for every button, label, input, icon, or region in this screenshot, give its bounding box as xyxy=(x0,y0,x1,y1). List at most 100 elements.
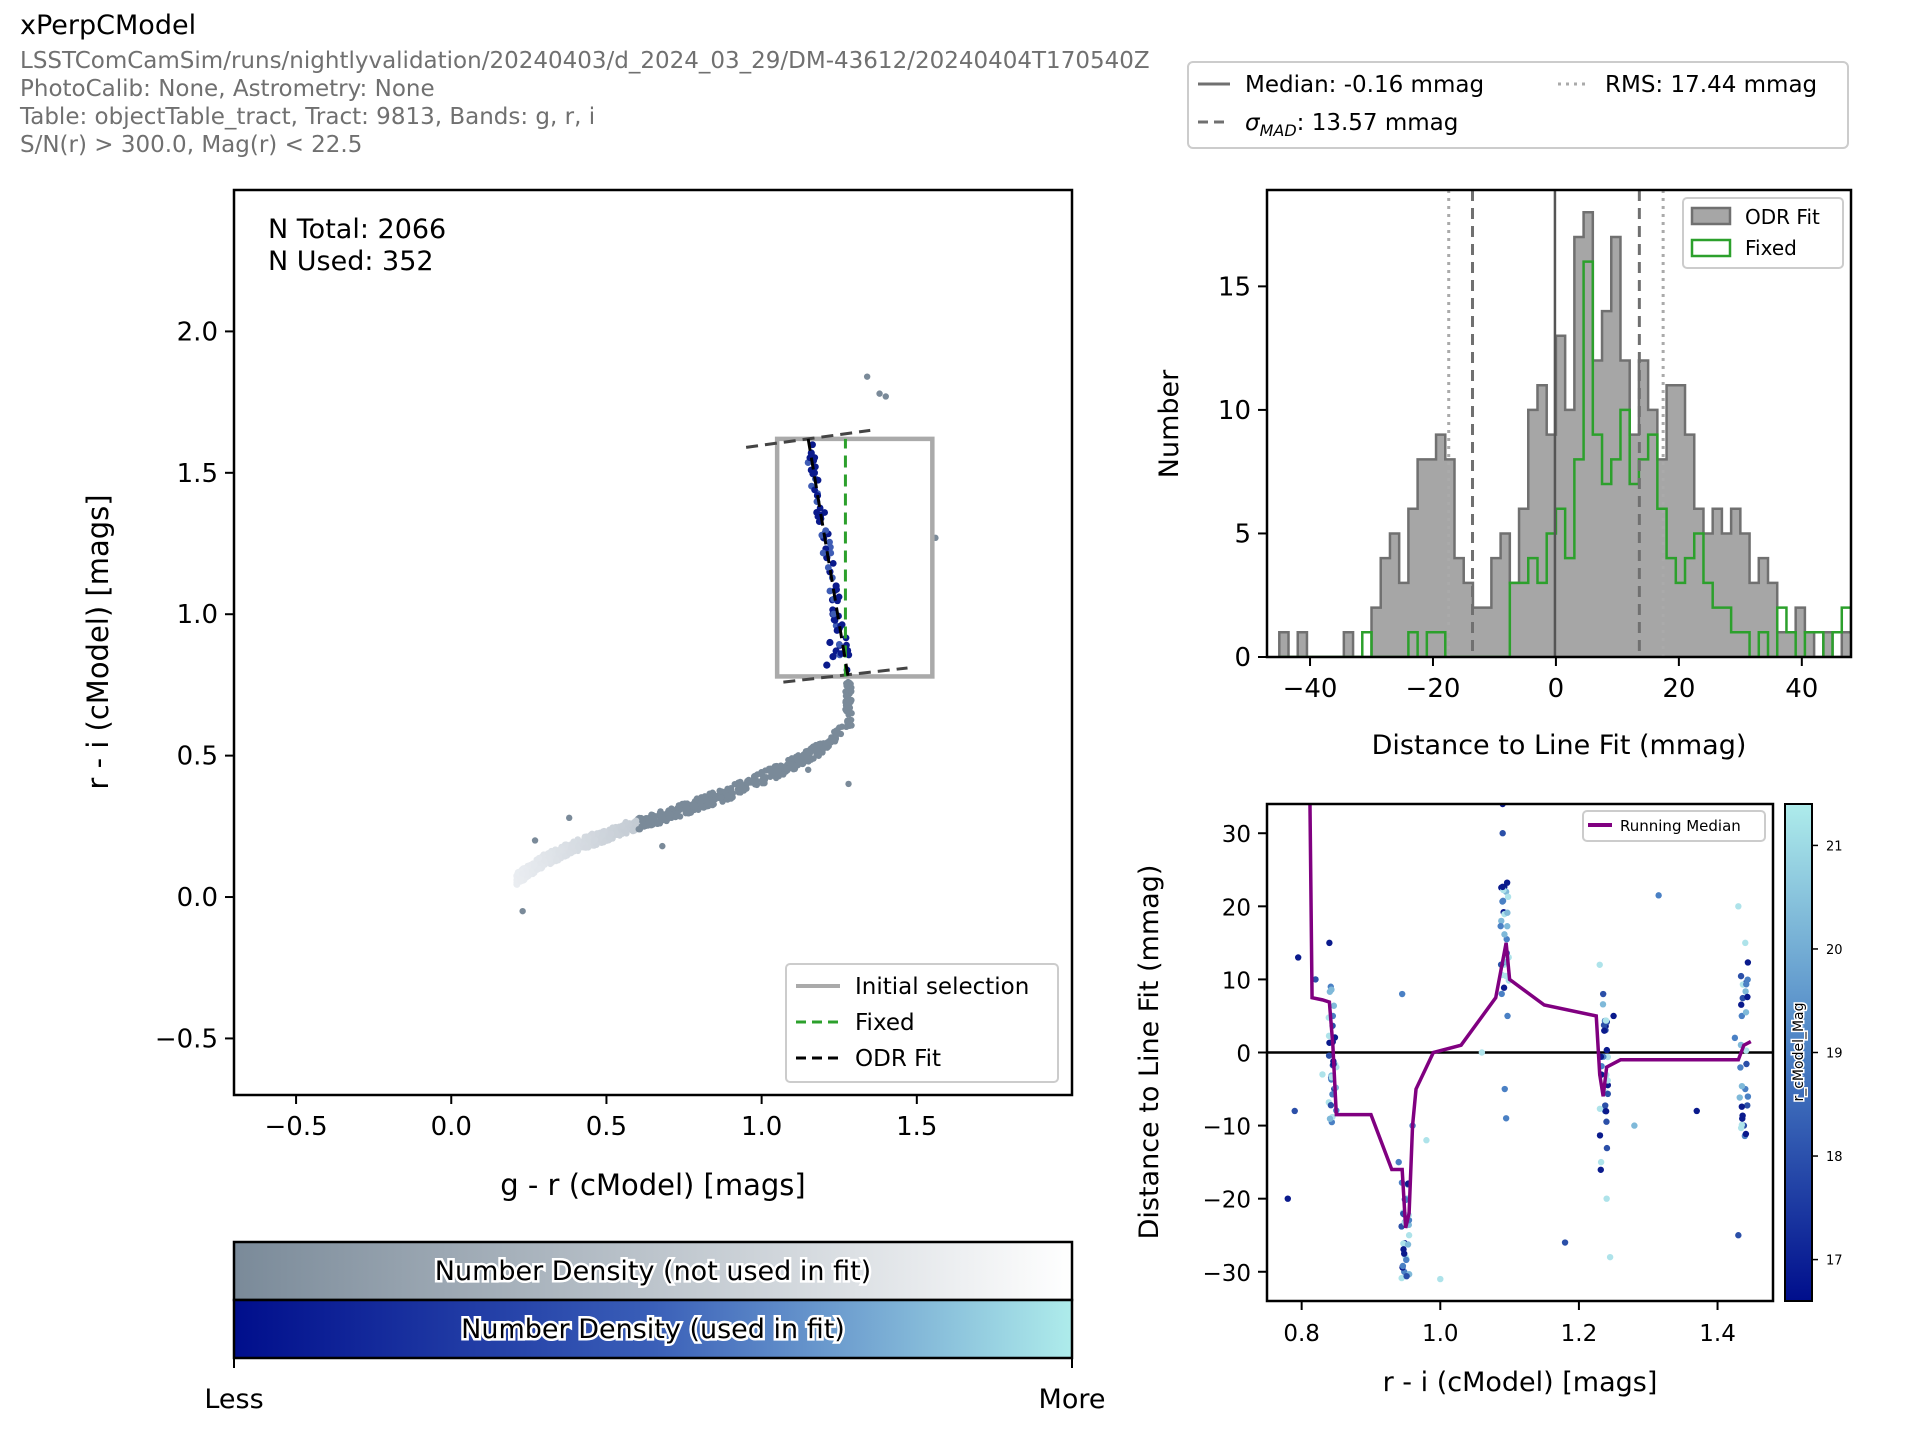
not-used-point xyxy=(639,815,646,823)
residual-point xyxy=(1423,1137,1430,1144)
not-used-point xyxy=(761,776,768,784)
main-y-axis-label: r - i (cModel) [mags] xyxy=(81,494,115,789)
not-used-point xyxy=(772,769,779,776)
residual-point xyxy=(1606,1253,1614,1261)
y-tick-label: 20 xyxy=(1222,895,1251,921)
not-used-point xyxy=(657,817,664,824)
odr-histogram xyxy=(1278,210,1851,657)
y-tick-label: 0 xyxy=(1236,1042,1251,1068)
outlier-point xyxy=(804,766,812,773)
x-tick-label: 0 xyxy=(1548,674,1565,704)
residual-point xyxy=(1603,1195,1610,1202)
y-tick-label: 0.0 xyxy=(177,883,218,913)
not-used-point xyxy=(657,808,664,815)
residual-point xyxy=(1742,1130,1750,1138)
not-used-point xyxy=(815,748,822,755)
residual-point xyxy=(1504,909,1511,916)
stats-legend: Median: -0.16 mmag σMAD: 13.57 mmag RMS:… xyxy=(1187,61,1849,149)
x-tick-label: 40 xyxy=(1785,674,1818,704)
not-used-point xyxy=(767,773,774,780)
residual-point xyxy=(1744,959,1752,966)
not-used-point xyxy=(535,854,543,862)
y-tick-label: 10 xyxy=(1222,968,1251,994)
residual-point xyxy=(1599,1001,1607,1008)
not-used-point xyxy=(535,865,542,873)
y-tick-label: 5 xyxy=(1234,519,1251,549)
selection-cuts: S/N(r) > 300.0, Mag(r) < 22.5 xyxy=(20,132,363,158)
used-point xyxy=(821,509,829,516)
not-used-point xyxy=(772,763,780,770)
residual-point xyxy=(1744,976,1751,983)
not-used-point xyxy=(777,762,784,769)
not-used-point xyxy=(824,739,831,746)
y-tick-label: 15 xyxy=(1218,272,1251,302)
residual-point xyxy=(1326,939,1333,947)
residual-point xyxy=(1330,1002,1338,1009)
residual-point xyxy=(1294,954,1302,961)
odr-fit-line xyxy=(806,438,851,680)
residual-point xyxy=(1478,1049,1486,1056)
residual-point xyxy=(1504,893,1512,901)
residual-point xyxy=(1597,1166,1604,1173)
not-used-point xyxy=(846,679,853,687)
sigma-legend-label: σMAD: 13.57 mmag xyxy=(1245,110,1458,140)
rms-legend-label: RMS: 17.44 mmag xyxy=(1605,72,1817,98)
not-used-point xyxy=(758,769,765,776)
magnitude-colorbar-tick-label: 21 xyxy=(1826,839,1843,854)
not-used-point xyxy=(675,802,683,809)
residual-point xyxy=(1499,883,1506,891)
used-point xyxy=(819,549,827,557)
residual-point xyxy=(1399,1262,1407,1270)
used-point xyxy=(835,641,843,648)
residual-point xyxy=(1398,1274,1405,1282)
resid-y-axis-label: Distance to Line Fit (mmag) xyxy=(1134,865,1165,1240)
residual-point xyxy=(1291,1107,1298,1115)
not-used-point xyxy=(632,817,640,824)
outlier-point xyxy=(848,710,855,717)
residual-point xyxy=(1738,1082,1746,1090)
not-used-point xyxy=(848,688,855,695)
used-point xyxy=(826,538,833,546)
residual-point xyxy=(1499,830,1506,837)
residual-point xyxy=(1602,1102,1609,1109)
not-used-point xyxy=(797,758,804,765)
residual-point xyxy=(1503,936,1510,943)
residual-point xyxy=(1503,879,1511,886)
residual-point xyxy=(1403,1256,1410,1264)
not-used-point xyxy=(618,822,626,829)
residual-point xyxy=(1693,1107,1700,1115)
residual-point xyxy=(1737,1064,1744,1071)
color-color-panel: −0.5 0.0 0.5 1.0 1.5 −0.5 0.0 0.5 1.0 1.5 2.0 N To… xyxy=(81,188,1074,1202)
residual-point xyxy=(1326,1115,1334,1122)
used-colorbar-label: Number Density (used in fit) xyxy=(461,1314,845,1345)
not-used-point xyxy=(629,827,637,835)
used-point xyxy=(823,661,831,669)
hist-y-axis-label: Number xyxy=(1154,369,1185,478)
not-used-point xyxy=(749,777,757,784)
residual-point xyxy=(1328,986,1335,993)
x-tick-label: 1.0 xyxy=(1422,1321,1459,1347)
residual-point xyxy=(1403,1272,1410,1280)
not-used-point xyxy=(712,796,719,803)
residual-point xyxy=(1499,897,1507,905)
residual-point xyxy=(1739,1115,1746,1122)
not-used-point xyxy=(810,755,817,762)
not-used-point xyxy=(546,849,553,857)
y-tick-label: 1.5 xyxy=(177,459,218,489)
residual-point xyxy=(1735,903,1742,910)
not-used-point xyxy=(691,802,699,810)
residual-point xyxy=(1500,984,1508,991)
histogram-panel: −40 −20 0 20 40 0 5 10 15 Distance to Line Fit (… xyxy=(1154,188,1853,761)
not-used-point xyxy=(716,787,723,795)
median-legend-label: Median: -0.16 mmag xyxy=(1245,72,1484,98)
outlier-point xyxy=(863,373,871,380)
residual-point xyxy=(1743,1060,1750,1068)
fixed-histogram xyxy=(1279,260,1851,657)
not-used-point xyxy=(710,790,717,798)
resid-legend: Running Median xyxy=(1582,810,1766,842)
magnitude-colorbar-tick-label: 17 xyxy=(1826,1254,1843,1269)
initial-selection-box xyxy=(774,436,935,679)
legend-odr-hist-swatch xyxy=(1690,206,1732,226)
y-tick-label: 10 xyxy=(1218,396,1251,426)
outlier-point xyxy=(531,837,539,844)
